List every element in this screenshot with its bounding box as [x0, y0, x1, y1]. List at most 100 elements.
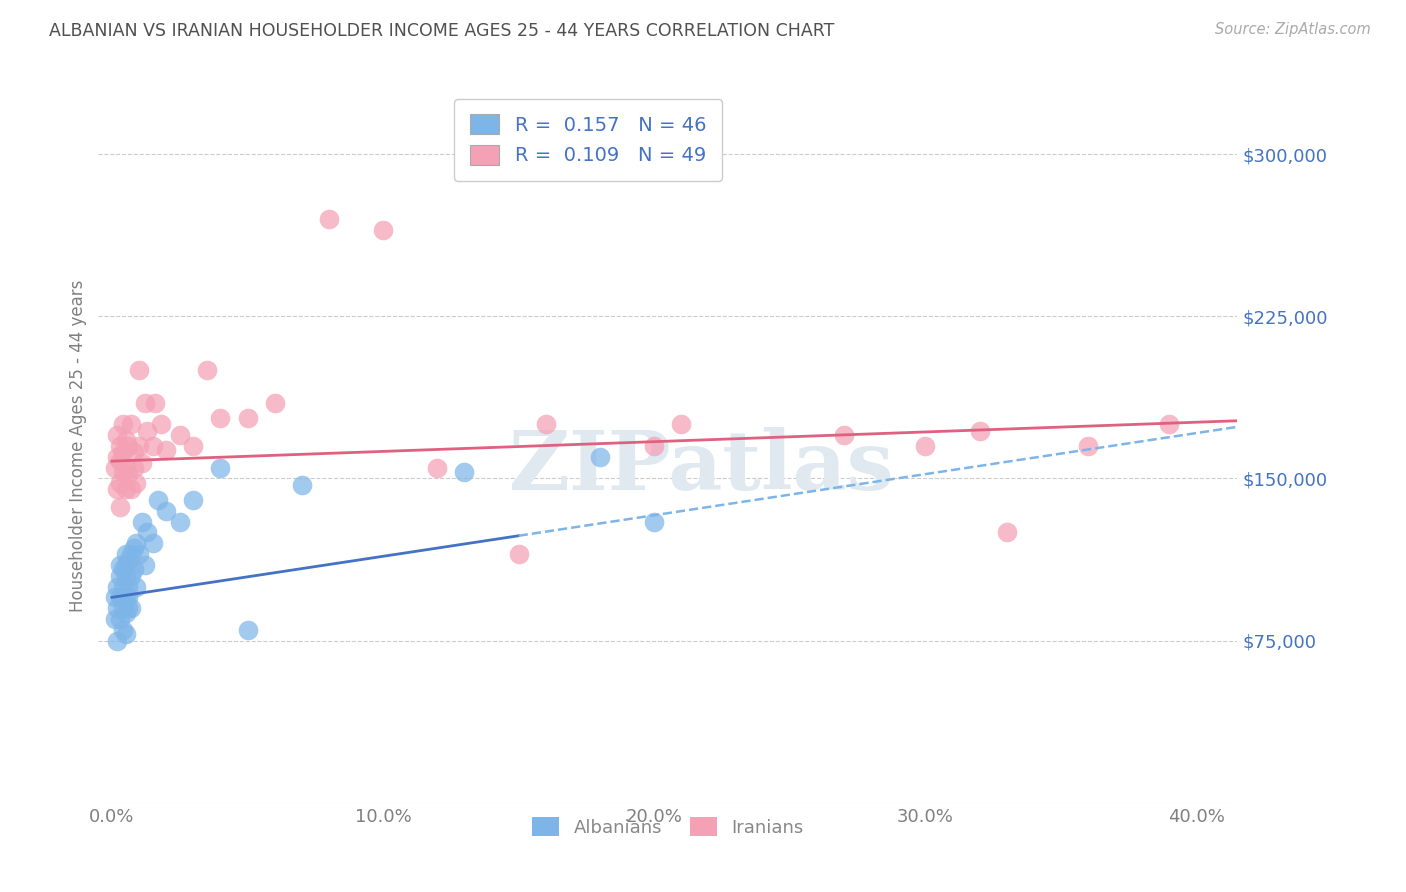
Point [114, 460, 136, 475]
Point [104, 612, 127, 626]
Point [995, 525, 1018, 540]
Point [1077, 439, 1099, 453]
Point [111, 417, 134, 432]
Point [114, 547, 136, 561]
Point [131, 456, 153, 470]
Point [969, 424, 991, 438]
Point [107, 601, 129, 615]
Point [117, 553, 139, 567]
Point [114, 433, 136, 447]
Point [114, 558, 136, 572]
Point [117, 439, 139, 453]
Point [318, 211, 340, 226]
Point [120, 547, 142, 561]
Point [169, 515, 191, 529]
Point [120, 482, 142, 496]
Point [149, 417, 172, 432]
Text: ALBANIAN VS IRANIAN HOUSEHOLDER INCOME AGES 25 - 44 YEARS CORRELATION CHART: ALBANIAN VS IRANIAN HOUSEHOLDER INCOME A… [49, 22, 835, 40]
Point [117, 580, 139, 594]
Point [111, 580, 134, 594]
Text: Source: ZipAtlas.com: Source: ZipAtlas.com [1215, 22, 1371, 37]
Point [371, 223, 394, 237]
Point [114, 606, 136, 620]
Point [142, 536, 165, 550]
Point [136, 424, 159, 438]
Point [122, 460, 145, 475]
Point [145, 396, 167, 410]
Point [236, 623, 259, 637]
Point [122, 541, 145, 555]
Point [508, 547, 530, 561]
Point [453, 465, 475, 479]
Point [108, 500, 131, 514]
Point [534, 417, 557, 432]
Point [111, 601, 134, 615]
Point [108, 439, 131, 453]
Point [155, 504, 177, 518]
Point [263, 396, 285, 410]
Point [183, 439, 205, 453]
Point [671, 417, 693, 432]
Point [643, 515, 665, 529]
Point [111, 445, 134, 459]
Point [111, 465, 134, 479]
Point [108, 612, 131, 626]
Point [107, 580, 129, 594]
Point [104, 460, 127, 475]
Point [111, 623, 134, 637]
Point [107, 428, 129, 442]
Point [114, 568, 136, 582]
Point [120, 601, 142, 615]
Point [107, 450, 129, 464]
Point [128, 547, 150, 561]
Point [146, 493, 169, 508]
Point [426, 460, 449, 475]
Point [169, 428, 191, 442]
Point [120, 568, 142, 582]
Point [134, 558, 156, 572]
Point [117, 467, 139, 482]
Point [117, 591, 139, 605]
Point [107, 633, 129, 648]
Point [128, 439, 150, 453]
Point [643, 439, 665, 453]
Point [108, 558, 131, 572]
Point [108, 454, 131, 468]
Point [104, 591, 127, 605]
Point [111, 591, 134, 605]
Point [122, 562, 145, 576]
Y-axis label: Householder Income Ages 25 - 44 years: Householder Income Ages 25 - 44 years [69, 280, 87, 612]
Text: ZIPatlas: ZIPatlas [509, 427, 894, 508]
Point [914, 439, 936, 453]
Point [209, 460, 232, 475]
Point [125, 536, 148, 550]
Point [108, 475, 131, 490]
Point [832, 428, 855, 442]
Legend: Albanians, Iranians: Albanians, Iranians [526, 810, 810, 844]
Point [136, 525, 159, 540]
Point [134, 396, 156, 410]
Point [114, 627, 136, 641]
Point [117, 601, 139, 615]
Point [114, 482, 136, 496]
Point [128, 363, 150, 377]
Point [209, 410, 232, 425]
Point [195, 363, 218, 377]
Point [108, 568, 131, 582]
Point [114, 591, 136, 605]
Point [125, 475, 148, 490]
Point [108, 591, 131, 605]
Point [1159, 417, 1181, 432]
Point [122, 445, 145, 459]
Point [107, 482, 129, 496]
Point [120, 417, 142, 432]
Point [183, 493, 205, 508]
Point [142, 439, 165, 453]
Point [589, 450, 612, 464]
Point [291, 478, 314, 492]
Point [125, 580, 148, 594]
Point [236, 410, 259, 425]
Point [155, 443, 177, 458]
Point [131, 515, 153, 529]
Point [111, 562, 134, 576]
